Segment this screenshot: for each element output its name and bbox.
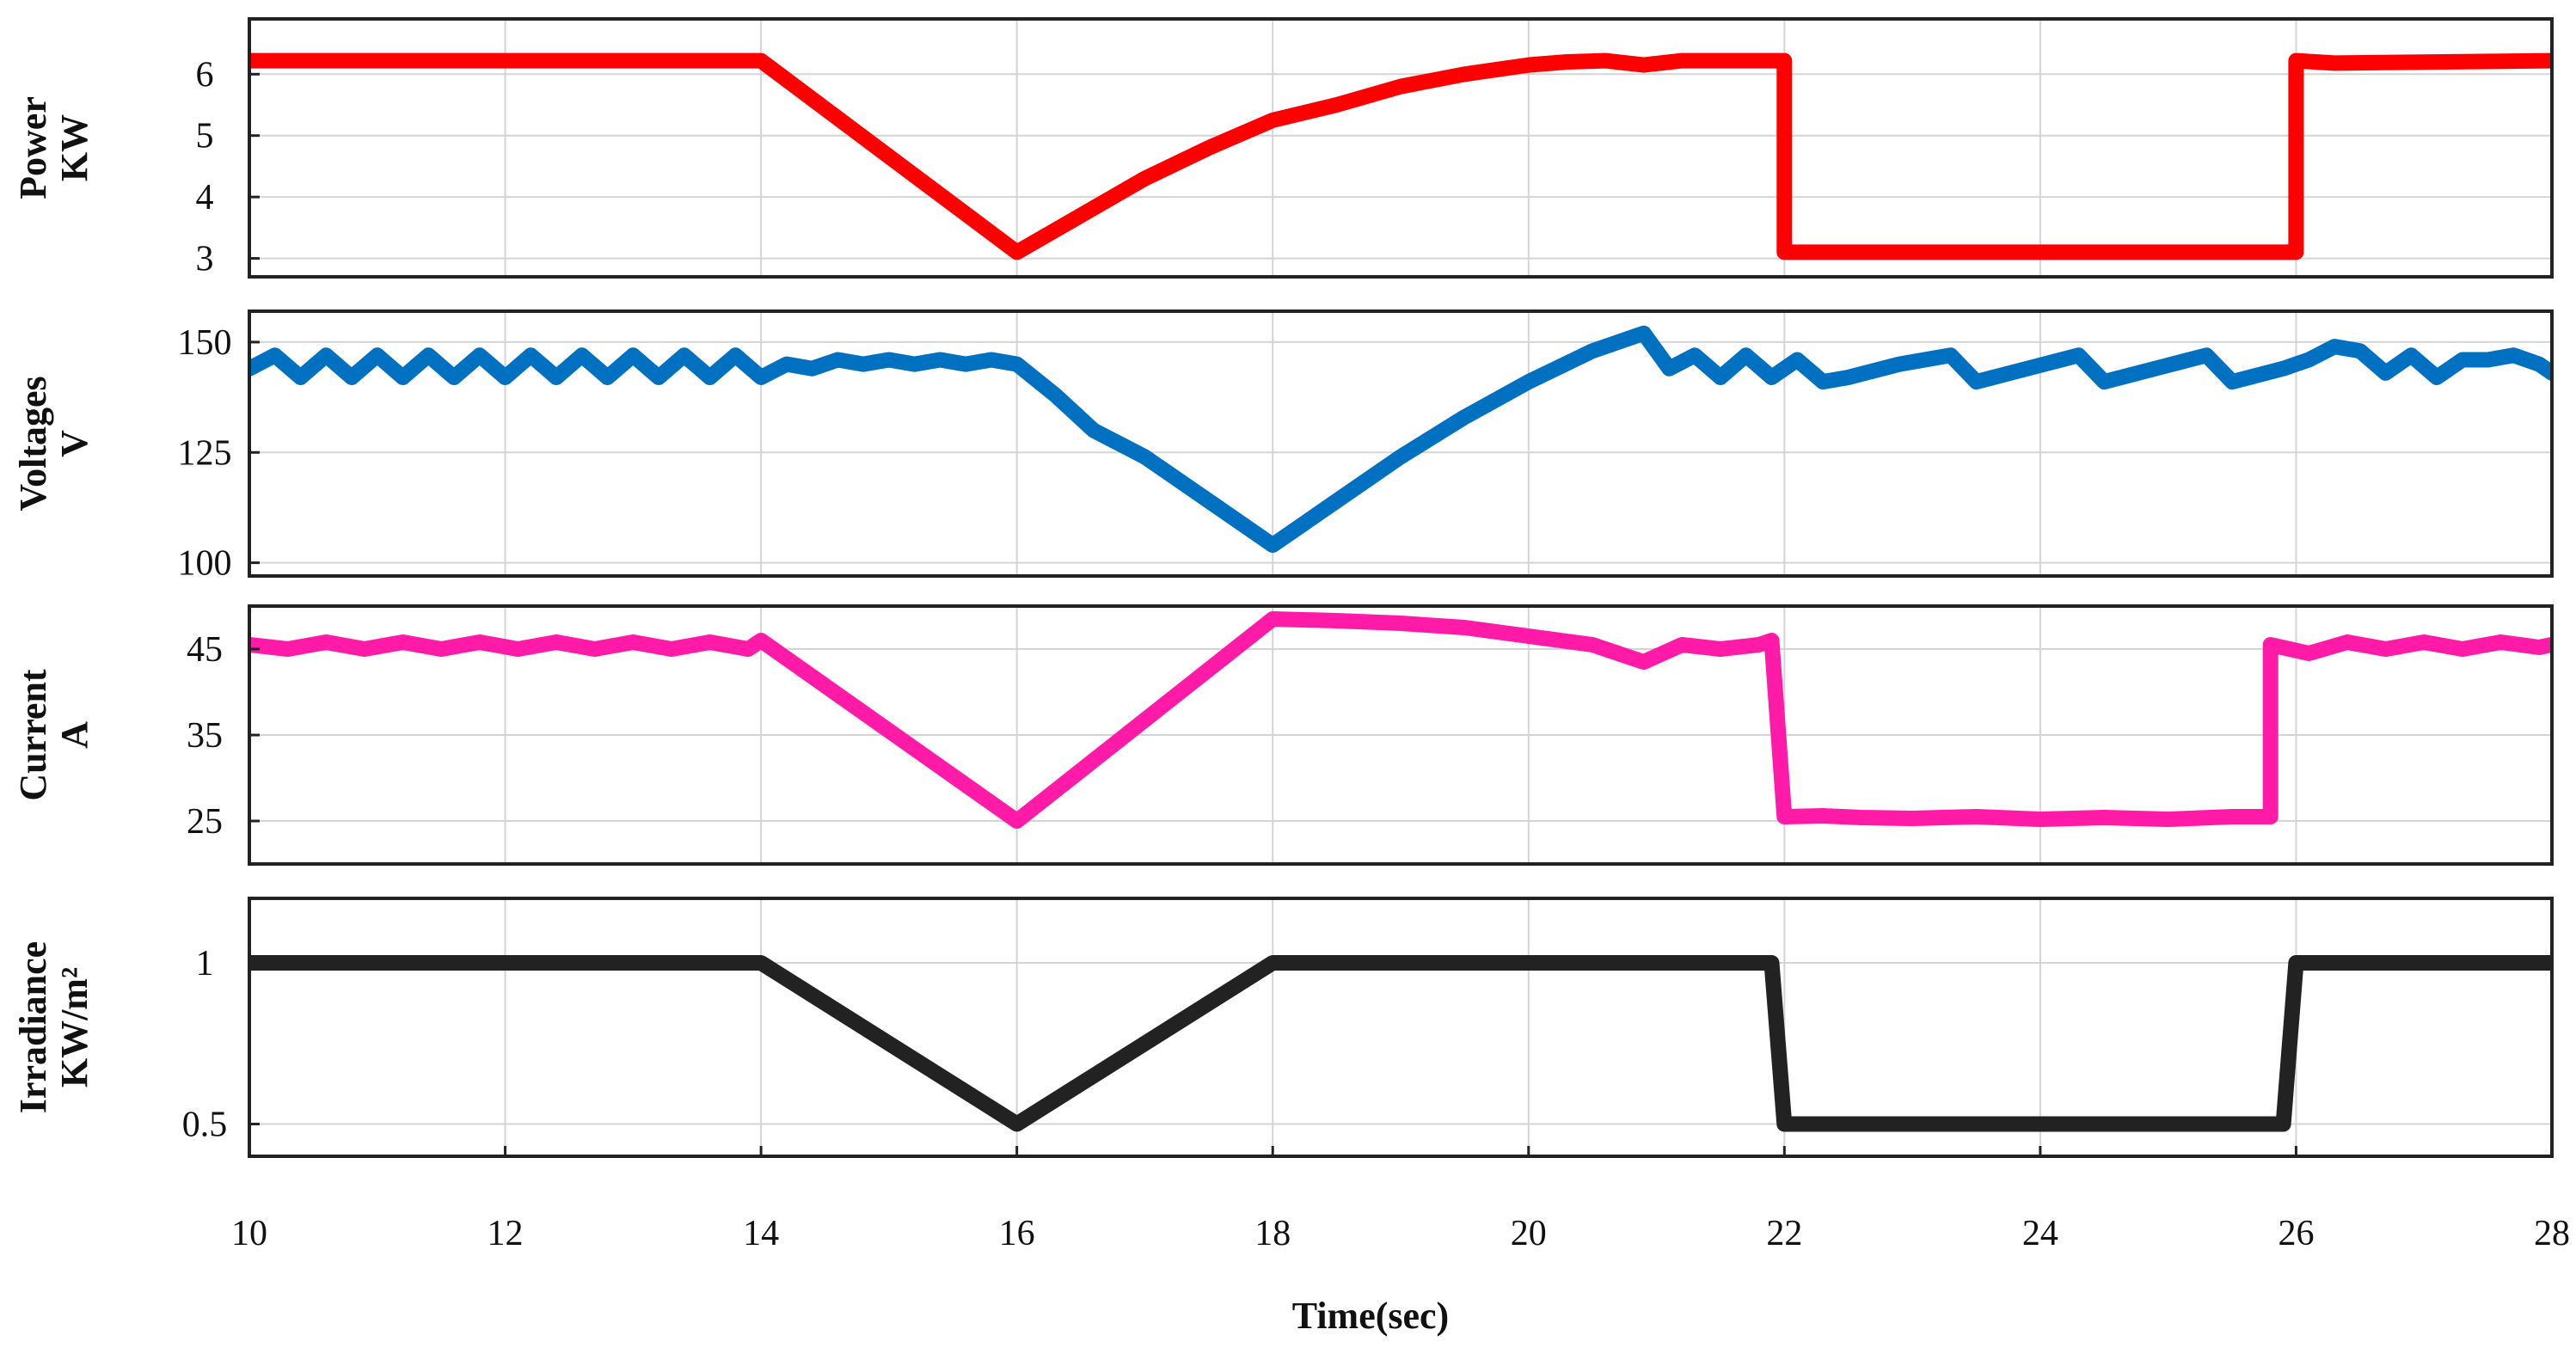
panel-voltage-ylabel: Voltages V [12, 376, 95, 511]
xtick-label-4: 18 [1254, 1214, 1291, 1253]
panel-power-frame [248, 17, 2554, 279]
panel-current-ylabel-line-0: Current [12, 669, 54, 801]
panel-voltage-ytick-label-1: 125 [178, 433, 232, 473]
panel-irradiance-frame [248, 897, 2554, 1158]
panel-voltage-ylabel-line-1: V [53, 430, 95, 457]
xtick-label-3: 16 [999, 1214, 1035, 1253]
panel-power-ylabel-line-1: KW [53, 114, 95, 181]
panel-power-ylabel-line-0: Power [12, 96, 54, 199]
panel-power-ytick-label-3: 6 [196, 55, 214, 95]
panel-irradiance-ylabel-line-1: KW/m² [53, 967, 95, 1087]
xtick-label-9: 28 [2534, 1214, 2570, 1253]
series-line-voltage [249, 325, 2552, 554]
panel-irradiance-ytick-label-1: 1 [196, 944, 214, 983]
panel-current-ytick-label-2: 45 [187, 630, 223, 670]
xtick-label-2: 14 [743, 1214, 779, 1253]
xtick-label-7: 24 [2022, 1214, 2058, 1253]
panel-voltage: 100 125 150 Voltages V [12, 309, 2554, 584]
panel-current-ylabel-line-1: A [53, 721, 95, 749]
xtick-label-8: 26 [2278, 1214, 2314, 1253]
xtick-label-6: 22 [1766, 1214, 1802, 1253]
panel-power-ytick-label-1: 4 [196, 178, 214, 217]
panel-power-ytick-label-2: 5 [196, 117, 214, 156]
panel-power-ytick-label-0: 3 [196, 240, 214, 279]
panel-current: 25 35 45 Current A [12, 604, 2554, 866]
panel-current-ylabel: Current A [12, 669, 95, 801]
panel-irradiance: 0.5 1 Irradiance KW/m² [12, 897, 2554, 1158]
panel-current-ytick-label-0: 25 [187, 802, 223, 842]
panel-power-ylabel: Power KW [12, 96, 95, 199]
xtick-label-0: 10 [231, 1214, 267, 1253]
x-axis-label: Time(sec) [1292, 1295, 1449, 1337]
panel-current-ytick-label-1: 35 [187, 716, 223, 756]
series-line-irradiance [249, 955, 2552, 1132]
panel-voltage-frame [248, 309, 2554, 578]
panel-voltage-ylabel-line-0: Voltages [12, 376, 54, 511]
panel-voltage-ytick-label-0: 100 [178, 544, 232, 584]
series-line-current [249, 611, 2552, 829]
panel-irradiance-ylabel-line-0: Irradiance [12, 941, 54, 1113]
panel-voltage-ytick-label-2: 150 [178, 323, 232, 363]
x-axis: 10 12 14 16 18 20 22 24 26 28 [231, 1146, 2570, 1253]
series-line-power [249, 52, 2552, 260]
xtick-label-1: 12 [488, 1214, 524, 1253]
panel-irradiance-ylabel: Irradiance KW/m² [12, 941, 95, 1113]
panel-irradiance-ytick-label-0: 0.5 [182, 1106, 228, 1145]
xtick-label-5: 20 [1511, 1214, 1547, 1253]
panel-power: 3 4 5 6 Power KW [12, 17, 2554, 279]
